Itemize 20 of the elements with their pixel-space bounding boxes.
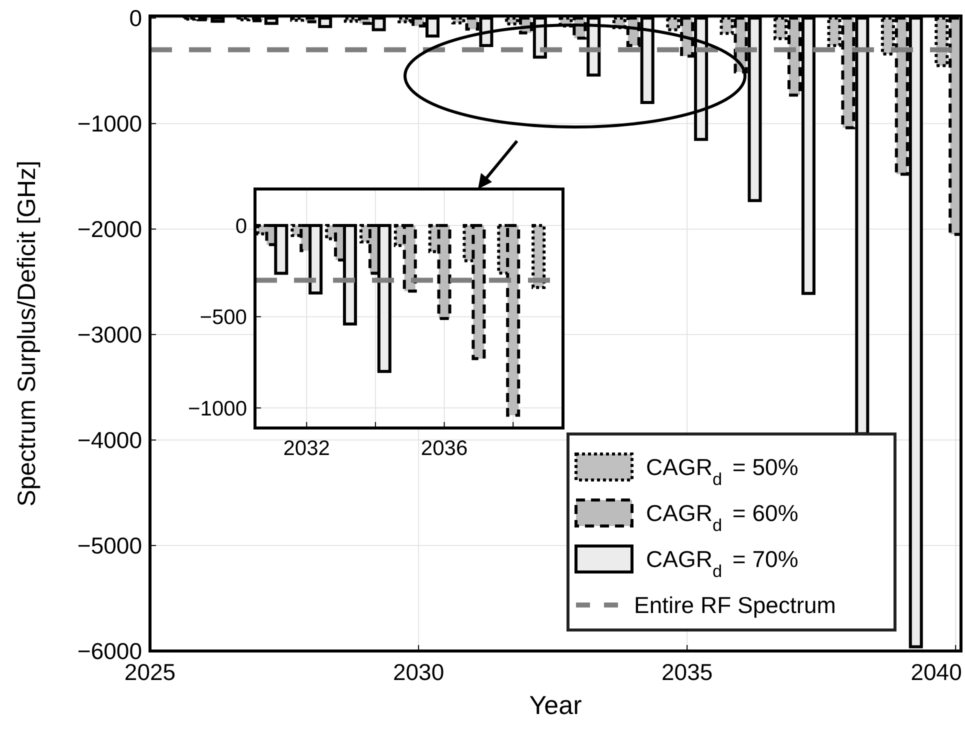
y-tick-label: −2000 — [77, 216, 142, 242]
y-tick-label: −1000 — [77, 110, 142, 137]
y-tick-label: −500 — [200, 306, 247, 330]
legend-label: Entire RF Spectrum — [634, 592, 836, 618]
x-tick-label: 2030 — [392, 659, 444, 685]
x-tick-label: 2035 — [662, 659, 713, 685]
legend-label: CAGR$_{d}$ = 70% — [646, 546, 798, 581]
legend-label: CAGR$_{d}$ = 50% — [646, 454, 798, 489]
y-tick-label: −3000 — [77, 322, 142, 348]
x-tick-label: 2036 — [420, 437, 468, 460]
y-axis-title: Spectrum Surplus/Deficit [GHz] — [13, 160, 41, 506]
y-tick-label: −5000 — [77, 532, 142, 559]
x-tick-label: 2032 — [283, 437, 330, 460]
y-tick-label: 0 — [235, 214, 247, 238]
x-tick-label: 2040 — [910, 659, 962, 685]
y-tick-label: 0 — [129, 5, 142, 32]
y-tick-label: −4000 — [77, 427, 142, 454]
y-tick-label: −1000 — [188, 397, 247, 420]
x-axis-title: Year — [529, 690, 582, 720]
legend-label: CAGR$_{d}$ = 60% — [646, 500, 798, 535]
